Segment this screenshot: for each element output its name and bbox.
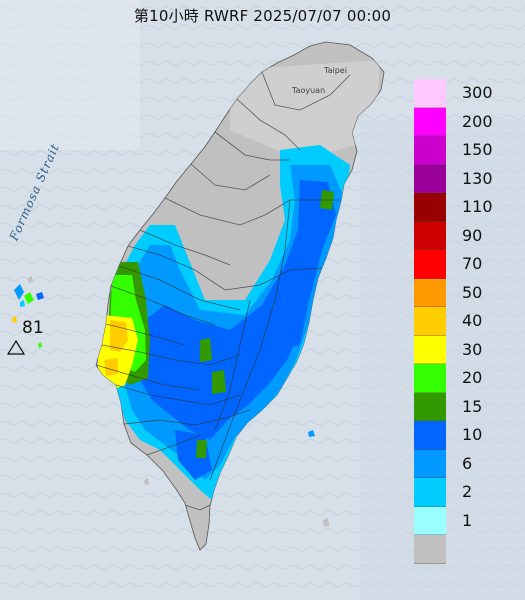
legend-swatch bbox=[414, 107, 446, 136]
map-title: 第10小時 RWRF 2025/07/07 00:00 bbox=[133, 7, 392, 25]
legend-swatch bbox=[414, 535, 446, 564]
legend-label: 2 bbox=[462, 482, 473, 501]
legend-label: 300 bbox=[462, 83, 493, 102]
legend-swatch bbox=[414, 278, 446, 307]
legend-label: 30 bbox=[462, 339, 483, 359]
legend-label: 130 bbox=[462, 168, 493, 188]
legend-swatch bbox=[414, 506, 446, 535]
legend-label: 110 bbox=[462, 197, 493, 216]
legend-label: 150 bbox=[462, 140, 493, 159]
legend-swatch bbox=[414, 478, 446, 507]
legend-swatch bbox=[414, 221, 446, 250]
legend-label: 1 bbox=[462, 510, 473, 530]
legend-label: 15 bbox=[462, 396, 483, 416]
penghu-islands bbox=[12, 276, 329, 527]
max-rainfall-triangle-icon bbox=[6, 339, 26, 355]
legend-label: 6 bbox=[462, 453, 473, 473]
legend-swatch bbox=[414, 392, 446, 421]
legend-label: 10 bbox=[462, 425, 483, 444]
taipei-label: Taipei bbox=[324, 66, 347, 75]
legend-swatch bbox=[414, 364, 446, 393]
legend-swatch bbox=[414, 164, 446, 193]
rainfall-legend-labels: 300 200 150 130 110 90 70 50 40 30 20 15 10 6 2 1 bbox=[462, 79, 522, 564]
legend-label: 90 bbox=[462, 225, 483, 245]
taoyuan-label: Taoyuan bbox=[292, 86, 326, 95]
legend-swatch bbox=[414, 193, 446, 222]
legend-swatch bbox=[414, 421, 446, 450]
legend-swatch bbox=[414, 79, 446, 108]
legend-label: 200 bbox=[462, 111, 493, 131]
legend-label bbox=[462, 535, 522, 564]
legend-swatch bbox=[414, 449, 446, 478]
legend-label: 20 bbox=[462, 368, 483, 387]
max-rainfall-value: 81 bbox=[22, 318, 44, 338]
rainfall-legend-scale bbox=[414, 79, 446, 564]
legend-swatch bbox=[414, 335, 446, 364]
legend-label: 50 bbox=[462, 282, 483, 302]
legend-swatch bbox=[414, 136, 446, 165]
legend-label: 40 bbox=[462, 311, 483, 330]
rain-area-10mm bbox=[138, 180, 336, 440]
legend-swatch bbox=[414, 307, 446, 336]
legend-swatch bbox=[414, 250, 446, 279]
legend-label: 70 bbox=[462, 254, 483, 273]
